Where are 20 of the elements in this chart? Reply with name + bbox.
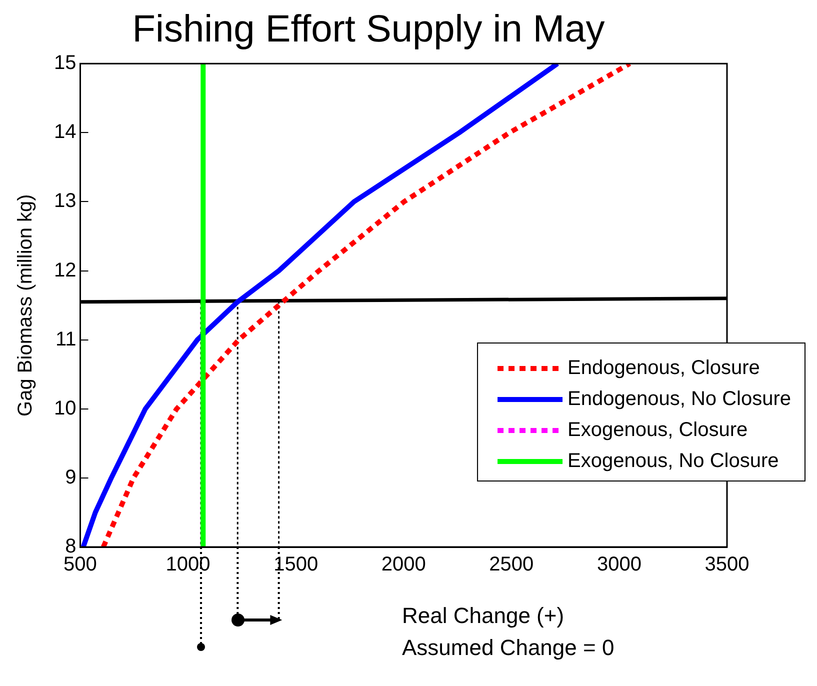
y-tick-label: 9 <box>65 466 76 488</box>
y-tick-label: 14 <box>54 121 76 144</box>
legend-label: Endogenous, Closure <box>568 357 760 380</box>
x-tick-label: 3000 <box>596 554 642 576</box>
legend-label: Exogenous, No Closure <box>568 450 779 472</box>
legend-label: Endogenous, No Closure <box>568 388 792 410</box>
x-tick-label: 2500 <box>489 554 534 576</box>
legend-label: Exogenous, Closure <box>568 419 748 442</box>
text: Real Change (+) <box>402 603 564 629</box>
x-tick-label: 1500 <box>274 554 318 576</box>
y-tick-label: 15 <box>54 52 76 74</box>
text: Assumed Change = 0 <box>402 635 614 661</box>
y-tick-label: 11 <box>55 328 76 350</box>
y-axis-title: Gag Biomass (million kg) <box>14 194 37 416</box>
y-tick-label: 12 <box>54 259 76 282</box>
y-tick-label: 10 <box>54 397 76 420</box>
x-tick-label: 3500 <box>704 554 750 576</box>
y-tick-label: 13 <box>54 190 76 212</box>
chart-title: Fishing Effort Supply in May <box>132 8 605 50</box>
x-tick-label: 2000 <box>381 554 426 576</box>
